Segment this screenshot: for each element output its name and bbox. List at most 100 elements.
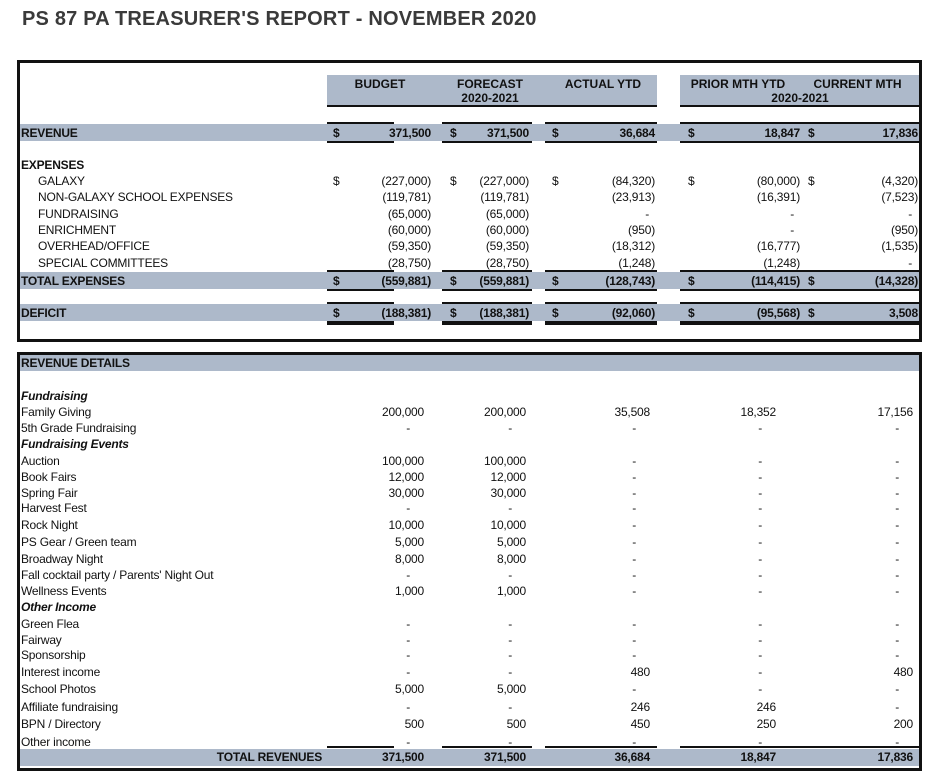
- detail-value: -: [632, 568, 636, 582]
- total-rule-bottom: [545, 321, 657, 325]
- expense-row-value: -: [645, 206, 649, 221]
- right-group-subheader: 2020-2021: [771, 91, 829, 105]
- total-rule-top: [680, 122, 920, 124]
- revenue-details-band: [20, 355, 919, 371]
- detail-value: -: [895, 454, 899, 468]
- total-expenses-band: [20, 272, 919, 289]
- expense-row-value: (1,535): [881, 239, 918, 254]
- total-rule-top: [545, 746, 657, 748]
- detail-value: 246: [756, 700, 777, 714]
- currency-symbol: $: [552, 306, 559, 320]
- total-rule-top: [442, 746, 532, 748]
- detail-value: 5,000: [496, 682, 526, 696]
- expense-row-value: (28,750): [485, 255, 529, 270]
- detail-value: -: [632, 518, 636, 532]
- column-header: CURRENT MTH: [813, 77, 902, 91]
- detail-value: 30,000: [490, 486, 526, 500]
- total-rule-bottom: [442, 289, 532, 291]
- expense-row-value: (18,312): [611, 239, 655, 254]
- detail-value: 480: [630, 665, 651, 679]
- detail-value: 246: [630, 700, 651, 714]
- currency-symbol: $: [450, 306, 457, 320]
- detail-value: -: [632, 552, 636, 566]
- section-heading: Other Income: [21, 600, 96, 614]
- detail-value: -: [632, 470, 636, 484]
- detail-value: 5,000: [496, 535, 526, 549]
- expense-row-value: (60,000): [387, 222, 431, 237]
- detail-value: -: [632, 421, 636, 435]
- currency-symbol: $: [688, 174, 695, 188]
- expense-row-value: (65,000): [387, 206, 431, 221]
- total-expenses-value: (114,415): [751, 274, 800, 288]
- detail-value: -: [758, 584, 762, 598]
- column-header: ACTUAL YTD: [564, 77, 642, 91]
- detail-value: -: [758, 665, 762, 679]
- total-rule-top: [442, 122, 532, 124]
- detail-value: 1,000: [496, 584, 526, 598]
- deficit-value: (92,060): [611, 306, 655, 320]
- detail-label: Wellness Events: [21, 584, 107, 598]
- deficit-value: (188,381): [479, 306, 529, 320]
- detail-label: Fall cocktail party / Parents' Night Out: [21, 568, 214, 582]
- revenue-value: 36,684: [619, 126, 655, 140]
- total-expenses-value: (559,881): [479, 274, 529, 288]
- expense-row-value: (950): [627, 222, 655, 237]
- expense-row-value: (950): [890, 222, 918, 237]
- section-heading: Fundraising: [21, 389, 88, 403]
- column-header: BUDGET: [354, 77, 406, 91]
- currency-symbol: $: [333, 306, 340, 320]
- detail-label: Broadway Night: [21, 552, 103, 566]
- total-rule-top: [545, 122, 657, 124]
- expense-row-label: SPECIAL COMMITTEES: [38, 255, 168, 270]
- detail-value: -: [895, 518, 899, 532]
- detail-value: 500: [506, 717, 527, 731]
- revenue-band: [20, 124, 919, 141]
- expense-row-label: NON-GALAXY SCHOOL EXPENSES: [38, 190, 233, 205]
- expense-row-value: (80,000): [756, 174, 800, 188]
- detail-value: -: [895, 633, 899, 647]
- detail-value: -: [758, 501, 762, 515]
- detail-label: Other income: [21, 735, 91, 749]
- detail-value: -: [895, 568, 899, 582]
- total-revenues-value: 36,684: [614, 750, 650, 764]
- detail-value: 5,000: [394, 535, 424, 549]
- total-rule-top: [545, 302, 657, 304]
- detail-value: -: [632, 735, 636, 749]
- revenue-value: 17,836: [882, 126, 918, 140]
- detail-value: 1,000: [394, 584, 424, 598]
- detail-value: -: [508, 617, 512, 631]
- total-revenues-value: 18,847: [740, 750, 776, 764]
- detail-value: 30,000: [388, 486, 424, 500]
- detail-value: -: [508, 648, 512, 662]
- revenue-details-table: [17, 352, 922, 771]
- detail-value: -: [758, 421, 762, 435]
- expense-row-value: (28,750): [387, 255, 431, 270]
- expense-row-label: ENRICHMENT: [38, 222, 116, 237]
- detail-value: 450: [630, 717, 651, 731]
- detail-value: -: [406, 735, 410, 749]
- detail-value: -: [508, 665, 512, 679]
- detail-value: -: [632, 486, 636, 500]
- total-rule-top: [442, 270, 532, 272]
- expense-row-value: (59,350): [387, 239, 431, 254]
- currency-symbol: $: [333, 126, 340, 140]
- detail-value: -: [406, 633, 410, 647]
- expense-row-value: (84,320): [611, 174, 655, 188]
- currency-symbol: $: [552, 274, 559, 288]
- detail-value: 35,508: [614, 405, 650, 419]
- detail-value: 10,000: [388, 518, 424, 532]
- currency-symbol: $: [450, 174, 457, 188]
- report-title: PS 87 PA TREASURER'S REPORT - NOVEMBER 2…: [22, 8, 537, 30]
- expense-row-value: -: [908, 206, 912, 221]
- currency-symbol: $: [808, 126, 815, 140]
- detail-label: Interest income: [21, 665, 101, 679]
- total-revenues-band: [20, 749, 919, 766]
- column-subheader: 2020-2021: [461, 91, 519, 105]
- summary-table: [17, 60, 922, 342]
- detail-label: 5th Grade Fundraising: [21, 421, 137, 435]
- expense-row-value: (60,000): [485, 222, 529, 237]
- total-expenses-value: (14,328): [874, 274, 918, 288]
- currency-symbol: $: [808, 174, 815, 188]
- total-rule-bottom: [680, 289, 920, 291]
- total-rule-bottom: [327, 321, 394, 325]
